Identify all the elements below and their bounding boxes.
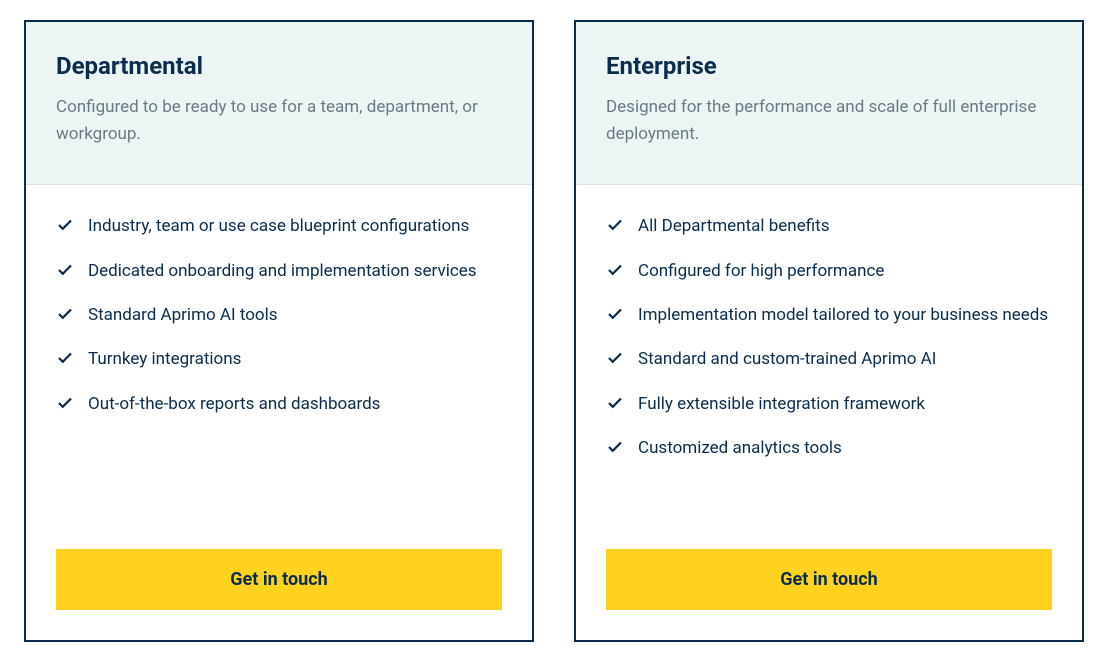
feature-text: Dedicated onboarding and implementation … (88, 258, 477, 284)
check-icon (606, 394, 626, 414)
feature-text: Configured for high performance (638, 258, 884, 284)
feature-item: Out-of-the-box reports and dashboards (56, 391, 502, 417)
card-title: Departmental (56, 52, 502, 80)
feature-item: Implementation model tailored to your bu… (606, 302, 1052, 328)
card-description: Configured to be ready to use for a team… (56, 94, 502, 148)
feature-item: Standard Aprimo AI tools (56, 302, 502, 328)
feature-text: Implementation model tailored to your bu… (638, 302, 1048, 328)
check-icon (606, 261, 626, 281)
card-footer: Get in touch (576, 549, 1082, 640)
feature-text: Industry, team or use case blueprint con… (88, 213, 469, 239)
check-icon (56, 349, 76, 369)
card-body: All Departmental benefits Configured for… (576, 185, 1082, 549)
feature-item: Industry, team or use case blueprint con… (56, 213, 502, 239)
get-in-touch-button[interactable]: Get in touch (56, 549, 502, 610)
check-icon (606, 438, 626, 458)
feature-item: All Departmental benefits (606, 213, 1052, 239)
feature-text: Standard and custom-trained Aprimo AI (638, 346, 936, 372)
card-head: Departmental Configured to be ready to u… (26, 22, 532, 185)
feature-item: Turnkey integrations (56, 346, 502, 372)
feature-list: All Departmental benefits Configured for… (606, 213, 1052, 461)
feature-item: Dedicated onboarding and implementation … (56, 258, 502, 284)
check-icon (606, 305, 626, 325)
feature-item: Configured for high performance (606, 258, 1052, 284)
card-footer: Get in touch (26, 549, 532, 640)
feature-text: Fully extensible integration framework (638, 391, 925, 417)
feature-text: All Departmental benefits (638, 213, 829, 239)
card-head: Enterprise Designed for the performance … (576, 22, 1082, 185)
feature-item: Standard and custom-trained Aprimo AI (606, 346, 1052, 372)
feature-list: Industry, team or use case blueprint con… (56, 213, 502, 417)
feature-text: Standard Aprimo AI tools (88, 302, 278, 328)
feature-text: Turnkey integrations (88, 346, 241, 372)
card-title: Enterprise (606, 52, 1052, 80)
feature-text: Customized analytics tools (638, 435, 842, 461)
check-icon (56, 216, 76, 236)
check-icon (56, 305, 76, 325)
feature-text: Out-of-the-box reports and dashboards (88, 391, 380, 417)
pricing-card-departmental: Departmental Configured to be ready to u… (24, 20, 534, 642)
check-icon (56, 261, 76, 281)
check-icon (606, 349, 626, 369)
get-in-touch-button[interactable]: Get in touch (606, 549, 1052, 610)
feature-item: Customized analytics tools (606, 435, 1052, 461)
check-icon (56, 394, 76, 414)
feature-item: Fully extensible integration framework (606, 391, 1052, 417)
check-icon (606, 216, 626, 236)
card-description: Designed for the performance and scale o… (606, 94, 1052, 148)
card-body: Industry, team or use case blueprint con… (26, 185, 532, 549)
pricing-card-enterprise: Enterprise Designed for the performance … (574, 20, 1084, 642)
